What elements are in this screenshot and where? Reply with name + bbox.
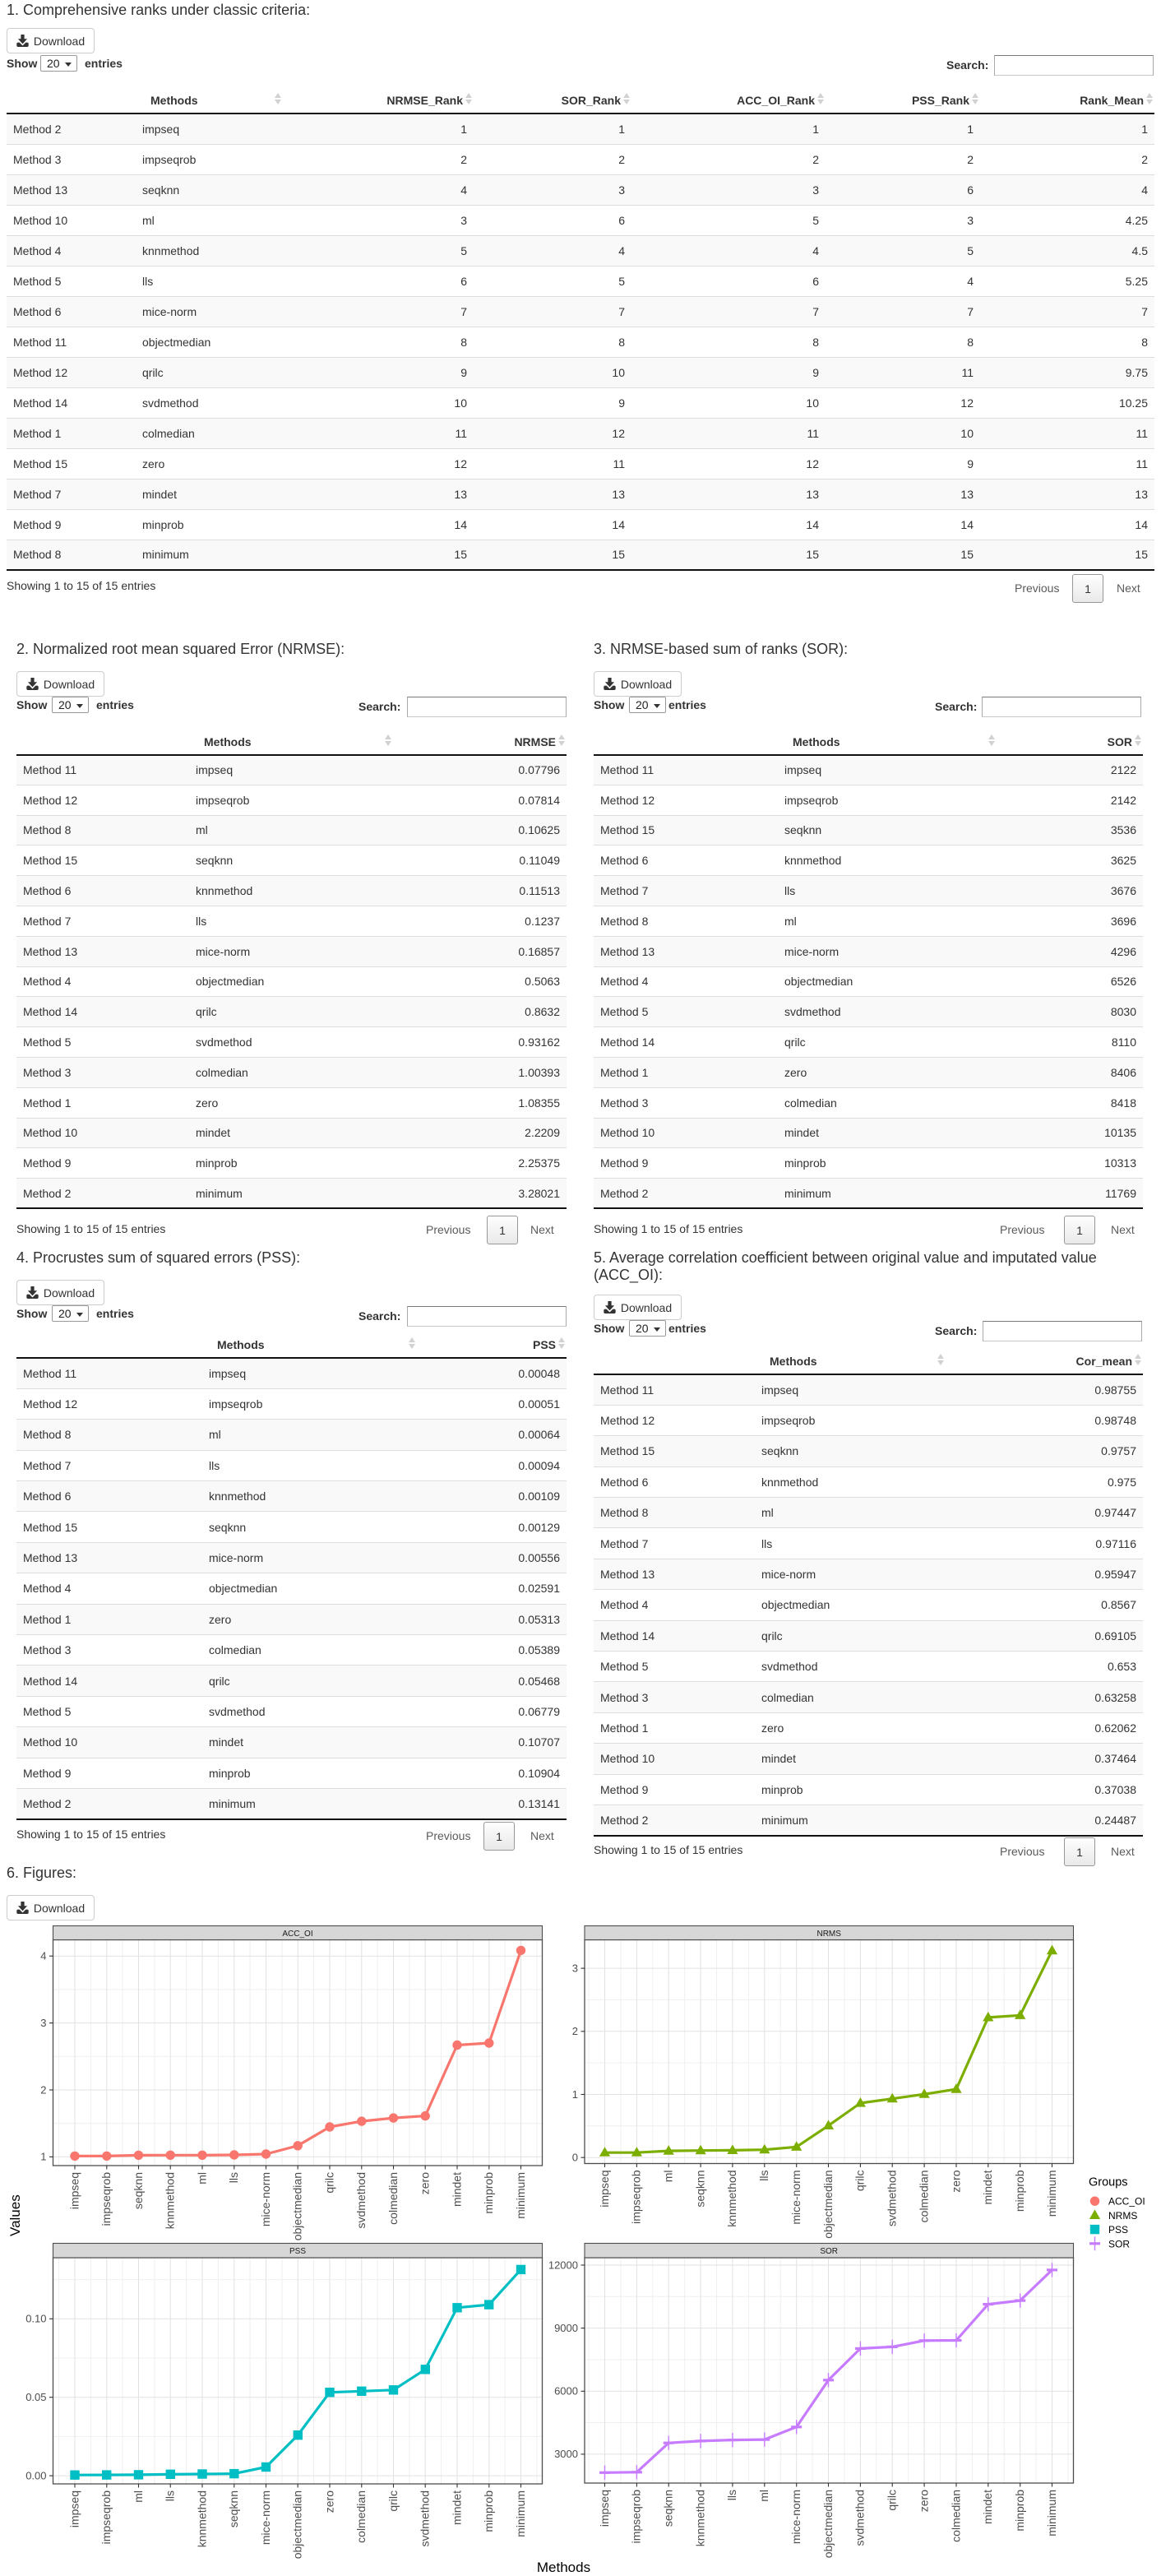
svg-text:ml: ml — [662, 2171, 675, 2183]
svg-text:zero: zero — [949, 2170, 962, 2192]
svg-text:zero: zero — [322, 2490, 335, 2513]
svg-text:minimum: minimum — [1045, 2490, 1058, 2537]
svg-text:0.05: 0.05 — [25, 2391, 46, 2403]
svg-text:impseq: impseq — [67, 2490, 81, 2527]
svg-text:ACC_OI: ACC_OI — [1108, 2196, 1145, 2208]
svg-text:mice-norm: mice-norm — [789, 2490, 803, 2544]
svg-text:colmedian: colmedian — [354, 2490, 368, 2543]
svg-text:0: 0 — [572, 2152, 578, 2164]
svg-text:6000: 6000 — [554, 2385, 578, 2398]
svg-text:seqknn: seqknn — [132, 2172, 145, 2209]
svg-text:lls: lls — [164, 2490, 177, 2501]
svg-text:NRMS: NRMS — [816, 1930, 841, 1939]
svg-text:impseq: impseq — [598, 2171, 611, 2208]
svg-text:knnmethod: knnmethod — [164, 2172, 177, 2229]
svg-text:0.10: 0.10 — [25, 2313, 46, 2325]
svg-text:ml: ml — [132, 2490, 145, 2503]
svg-text:knnmethod: knnmethod — [725, 2171, 738, 2227]
svg-text:colmedian: colmedian — [917, 2171, 930, 2223]
svg-text:mice-norm: mice-norm — [259, 2172, 272, 2226]
svg-text:PSS: PSS — [1108, 2224, 1128, 2235]
svg-text:lls: lls — [227, 2172, 240, 2183]
svg-text:2: 2 — [572, 2025, 578, 2037]
svg-text:impseqrob: impseqrob — [630, 2490, 643, 2544]
svg-text:minprob: minprob — [482, 2172, 495, 2214]
svg-text:ml: ml — [195, 2172, 208, 2185]
svg-text:12000: 12000 — [548, 2259, 578, 2271]
svg-text:objectmedian: objectmedian — [821, 2490, 835, 2558]
svg-text:seqknn: seqknn — [227, 2490, 240, 2527]
svg-text:9000: 9000 — [554, 2322, 578, 2334]
svg-text:1: 1 — [40, 2151, 46, 2163]
svg-text:0.00: 0.00 — [25, 2469, 46, 2481]
svg-text:qrilc: qrilc — [853, 2171, 867, 2192]
svg-text:minimum: minimum — [1045, 2171, 1058, 2217]
svg-text:1: 1 — [572, 2088, 578, 2101]
svg-text:mice-norm: mice-norm — [259, 2490, 272, 2545]
svg-text:svdmethod: svdmethod — [853, 2490, 867, 2546]
svg-text:3: 3 — [40, 2017, 46, 2029]
svg-text:lls: lls — [725, 2490, 738, 2500]
svg-text:svdmethod: svdmethod — [886, 2171, 899, 2226]
svg-text:NRMS: NRMS — [1108, 2210, 1137, 2222]
svg-text:minprob: minprob — [482, 2490, 495, 2532]
svg-text:mindet: mindet — [981, 2170, 994, 2204]
svg-text:impseqrob: impseqrob — [99, 2172, 113, 2226]
svg-text:mindet: mindet — [450, 2490, 463, 2525]
svg-text:qrilc: qrilc — [886, 2490, 899, 2511]
svg-text:impseq: impseq — [67, 2172, 81, 2209]
svg-text:minprob: minprob — [1013, 2170, 1026, 2212]
svg-text:mindet: mindet — [450, 2172, 463, 2207]
svg-text:ml: ml — [757, 2490, 770, 2502]
svg-text:mice-norm: mice-norm — [789, 2171, 803, 2225]
svg-text:SOR: SOR — [1108, 2238, 1130, 2249]
svg-text:Methods: Methods — [537, 2560, 590, 2575]
svg-text:qrilc: qrilc — [386, 2490, 400, 2512]
svg-text:minimum: minimum — [514, 2172, 527, 2219]
svg-text:objectmedian: objectmedian — [291, 2172, 304, 2240]
svg-text:lls: lls — [757, 2171, 770, 2181]
svg-text:zero: zero — [917, 2490, 930, 2512]
svg-text:minimum: minimum — [514, 2490, 527, 2537]
svg-text:colmedian: colmedian — [949, 2490, 962, 2542]
svg-text:Values: Values — [7, 2194, 23, 2236]
svg-text:impseqrob: impseqrob — [99, 2490, 113, 2545]
svg-text:Groups: Groups — [1089, 2176, 1128, 2189]
svg-text:3000: 3000 — [554, 2448, 578, 2460]
svg-text:PSS: PSS — [289, 2247, 306, 2256]
svg-text:impseqrob: impseqrob — [630, 2170, 643, 2224]
svg-text:impseq: impseq — [598, 2490, 611, 2527]
svg-text:minprob: minprob — [1013, 2490, 1026, 2532]
svg-text:SOR: SOR — [820, 2247, 838, 2256]
svg-text:seqknn: seqknn — [662, 2490, 675, 2527]
svg-text:zero: zero — [419, 2172, 432, 2194]
svg-text:mindet: mindet — [981, 2490, 994, 2524]
svg-text:knnmethod: knnmethod — [195, 2490, 208, 2547]
svg-text:objectmedian: objectmedian — [821, 2171, 835, 2239]
svg-text:svdmethod: svdmethod — [354, 2172, 368, 2228]
svg-text:objectmedian: objectmedian — [291, 2490, 304, 2559]
svg-text:ACC_OI: ACC_OI — [282, 1930, 312, 1939]
svg-text:qrilc: qrilc — [322, 2172, 335, 2194]
svg-text:3: 3 — [572, 1962, 578, 1974]
svg-text:colmedian: colmedian — [386, 2172, 400, 2225]
svg-text:svdmethod: svdmethod — [419, 2490, 432, 2546]
svg-text:2: 2 — [40, 2083, 46, 2096]
svg-text:seqknn: seqknn — [693, 2171, 706, 2208]
svg-text:knnmethod: knnmethod — [693, 2490, 706, 2546]
svg-text:4: 4 — [40, 1950, 46, 1962]
